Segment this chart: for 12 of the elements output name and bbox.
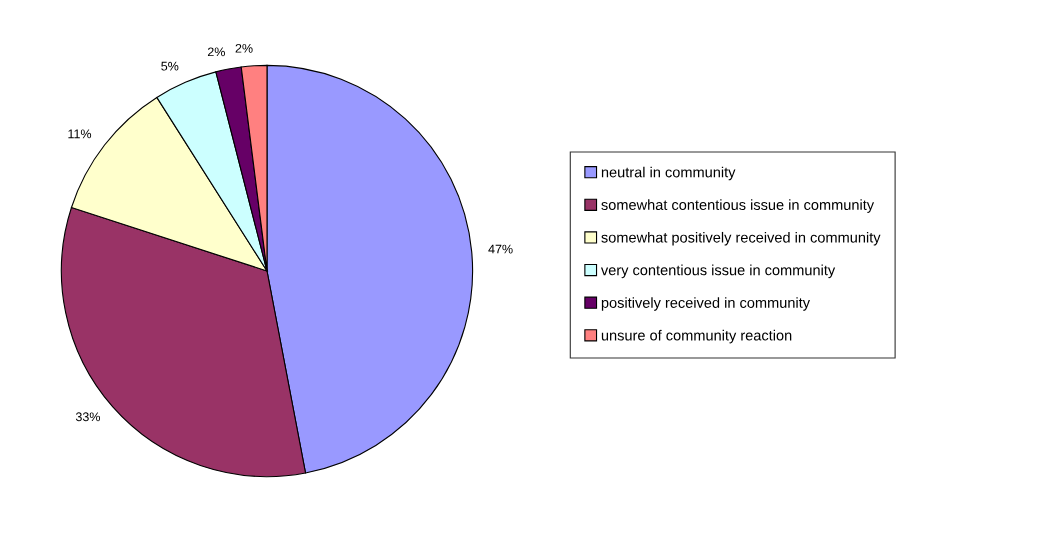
legend-label: somewhat contentious issue in community [601,199,875,213]
data-label: 2% [207,47,225,57]
data-label: 2% [235,43,253,53]
data-label: 5% [161,61,179,71]
legend-label: positively received in community [601,297,810,311]
legend-label: neutral in community [601,166,736,181]
legend-label: somewhat positively received in community [601,231,881,246]
data-label: 11% [68,129,92,139]
legend-label: unsure of community reaction [601,329,792,344]
legend-label: very contentious issue in community [600,264,836,279]
data-label: 47% [488,244,513,254]
data-label: 33% [75,412,100,422]
